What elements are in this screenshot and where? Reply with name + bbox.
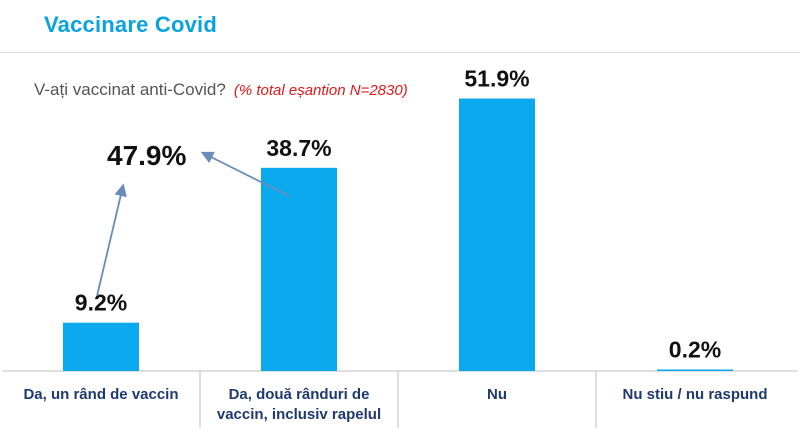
arrow-from-second-bar [200,151,290,197]
x-tick-label: Da, un rând de vaccin [23,386,178,403]
bar-value-label: 38.7% [266,135,331,161]
bar-value-label: 9.2% [75,290,127,316]
bar-value-label: 0.2% [669,337,721,363]
question-text: V-ați vaccinat anti-Covid? [34,80,226,99]
bar [261,167,337,371]
page-title: Vaccinare Covid [44,12,217,37]
bar-value-label: 51.9% [464,66,529,92]
x-tick-label: Nu [487,386,507,403]
arrow-from-first-bar [96,183,127,297]
x-tick-label: Nu stiu / nu raspund [623,386,768,403]
bar [459,98,535,372]
bar [657,369,733,371]
survey-question: V-ați vaccinat anti-Covid? (% total eșant… [34,80,408,100]
x-tick-label: vaccin, inclusiv rapelul [217,406,381,423]
x-tick-label: Da, două rânduri de [229,386,370,403]
title-divider [0,52,800,53]
total-vaccinated-label: 47.9% [107,140,187,171]
sample-note: (% total eșantion N=2830) [233,82,408,99]
bar [63,322,139,371]
